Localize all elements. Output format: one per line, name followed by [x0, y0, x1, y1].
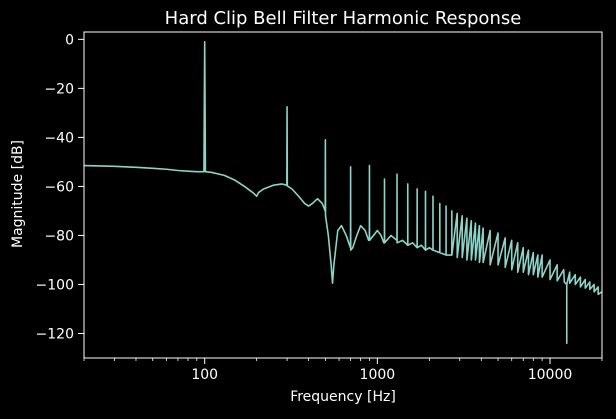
y-tick-label: −120	[36, 326, 74, 342]
y-tick-label: −60	[44, 179, 74, 195]
chart-title: Hard Clip Bell Filter Harmonic Response	[165, 8, 522, 29]
y-tick-label: −40	[44, 130, 74, 146]
y-tick-label: 0	[65, 32, 74, 48]
series-line-0	[84, 41, 602, 345]
x-axis-label: Frequency [Hz]	[290, 389, 396, 405]
y-tick-label: −80	[44, 228, 74, 244]
x-tick-label: 100	[191, 367, 218, 383]
y-axis-label: Magnitude [dB]	[10, 140, 26, 248]
y-tick-label: −100	[36, 277, 74, 293]
x-tick-label: 10000	[528, 367, 573, 383]
y-tick-label: −20	[44, 81, 74, 97]
axes-frame	[83, 31, 603, 359]
x-tick-label: 1000	[360, 367, 396, 383]
plot-area: 100 1000 10000 0 −20 −40 −60 −80 −100 −120	[36, 31, 603, 383]
